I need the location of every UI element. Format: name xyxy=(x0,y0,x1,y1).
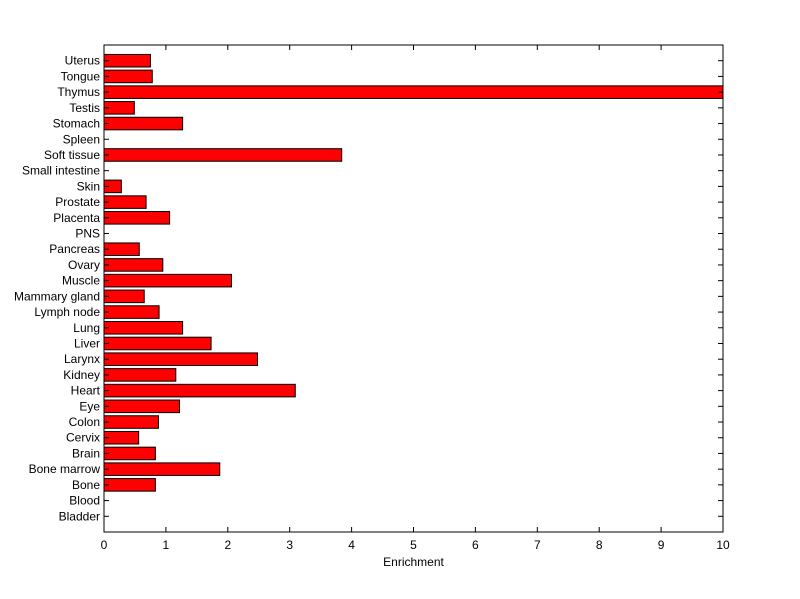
bar-prostate xyxy=(103,195,147,209)
bar-larynx xyxy=(103,352,259,366)
bar-tongue xyxy=(103,69,153,84)
y-tick-label: Heart xyxy=(71,384,101,398)
bar-lymph-node xyxy=(103,305,160,319)
y-tick-label: Pancreas xyxy=(49,242,100,256)
bar-liver xyxy=(103,336,212,351)
y-tick-label: Prostate xyxy=(55,195,100,209)
x-tick-label: 7 xyxy=(534,538,541,552)
y-tick-label: Brain xyxy=(72,446,100,460)
y-tick-label: Bone marrow xyxy=(29,462,101,476)
bar-kidney xyxy=(103,368,177,382)
y-tick-label: Liver xyxy=(74,336,100,350)
bar-uterus xyxy=(103,53,151,68)
y-tick-label: PNS xyxy=(75,227,100,241)
y-tick-label: Bone xyxy=(72,478,100,492)
bar-bone-marrow xyxy=(103,462,221,476)
x-tick-label: 4 xyxy=(348,538,355,552)
bars-group xyxy=(103,53,724,492)
y-tick-label: Blood xyxy=(69,494,100,508)
y-tick-label: Muscle xyxy=(62,274,100,288)
y-tick-label: Spleen xyxy=(63,132,100,146)
y-tick-label: Mammary gland xyxy=(14,289,100,303)
y-tick-label: Eye xyxy=(79,399,100,413)
bar-mammary-gland xyxy=(103,289,145,304)
bar-ovary xyxy=(103,258,164,272)
bar-muscle xyxy=(103,273,233,288)
y-tick-label: Stomach xyxy=(53,117,100,131)
bar-thymus xyxy=(103,85,724,99)
y-tick-label: Small intestine xyxy=(22,164,100,178)
x-tick-label: 10 xyxy=(716,538,730,552)
y-tick-label: Tongue xyxy=(61,69,101,83)
bar-placenta xyxy=(103,211,171,225)
y-tick-label: Lung xyxy=(73,321,100,335)
bar-cervix xyxy=(103,430,140,445)
x-tick-labels: 0 1 2 3 4 5 6 7 8 9 10 xyxy=(101,538,730,552)
tick-marks xyxy=(103,45,724,532)
y-tick-label: Uterus xyxy=(65,54,100,68)
x-tick-label: 6 xyxy=(472,538,479,552)
x-tick-label: 1 xyxy=(163,538,170,552)
x-tick-label: 0 xyxy=(101,538,108,552)
y-tick-label: Lymph node xyxy=(34,305,100,319)
bar-pancreas xyxy=(103,242,140,257)
y-tick-label: Bladder xyxy=(59,509,100,523)
y-tick-label: Skin xyxy=(77,179,100,193)
bar-bone xyxy=(103,478,156,492)
x-axis-label: Enrichment xyxy=(383,555,444,569)
x-tick-label: 9 xyxy=(658,538,665,552)
x-tick-label: 3 xyxy=(286,538,293,552)
bar-soft-tissue xyxy=(103,148,343,162)
y-tick-label: Thymus xyxy=(57,85,100,99)
y-tick-label: Colon xyxy=(69,415,100,429)
axes-box xyxy=(103,44,724,533)
bar-brain xyxy=(103,446,156,461)
x-tick-label: 2 xyxy=(224,538,231,552)
y-tick-label: Cervix xyxy=(66,431,100,445)
y-tick-label: Placenta xyxy=(53,211,100,225)
x-tick-label: 5 xyxy=(410,538,417,552)
y-tick-label: Soft tissue xyxy=(44,148,100,162)
y-tick-label: Kidney xyxy=(63,368,100,382)
y-tick-label: Testis xyxy=(69,101,100,115)
y-tick-label: Ovary xyxy=(68,258,100,272)
bar-heart xyxy=(103,383,296,398)
bar-lung xyxy=(103,320,184,335)
x-tick-label: 8 xyxy=(596,538,603,552)
bar-stomach xyxy=(103,116,184,131)
y-tick-label: Larynx xyxy=(64,352,100,366)
bar-colon xyxy=(103,415,159,429)
bar-eye xyxy=(103,399,181,414)
